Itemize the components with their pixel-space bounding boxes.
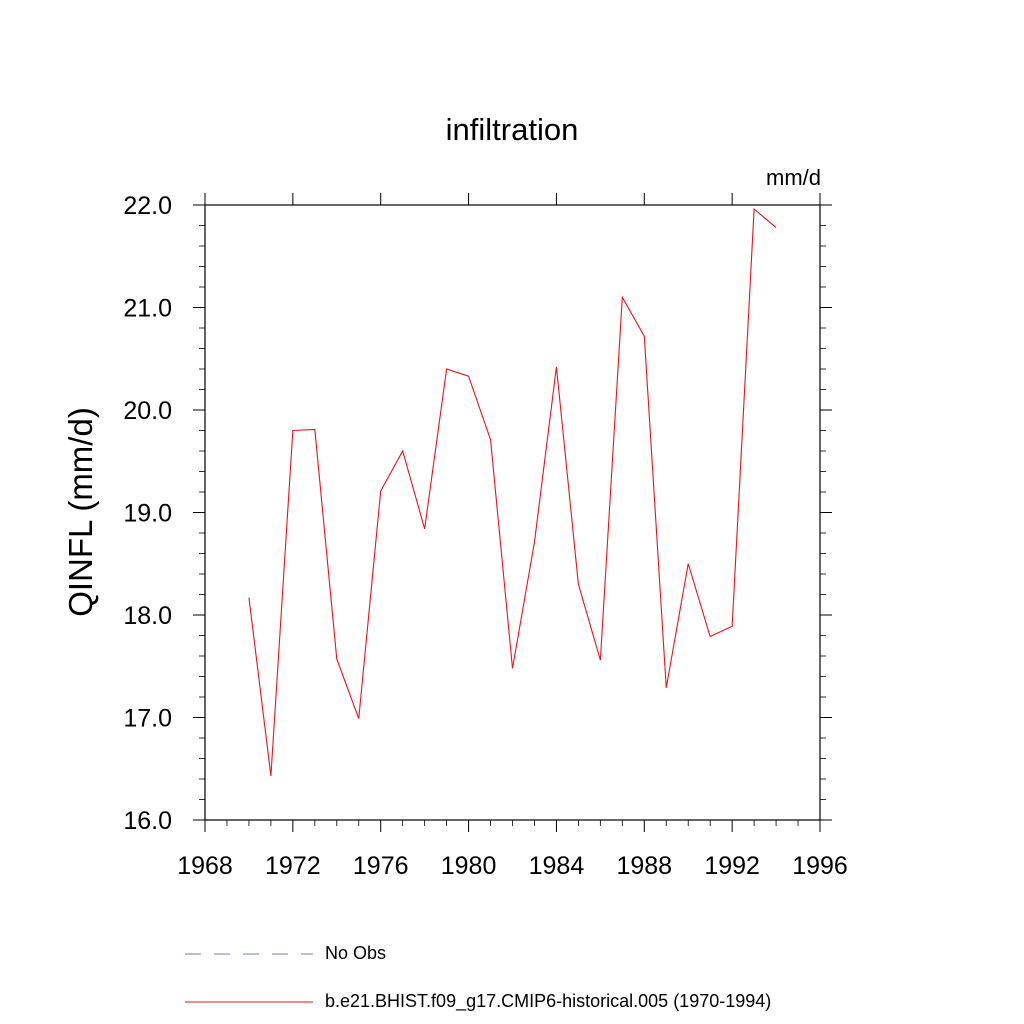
x-tick-label: 1980	[441, 852, 497, 880]
y-tick-labels: 16.0 17.0 18.0 19.0 20.0 21.0 22.0	[123, 192, 172, 835]
x-tick-label: 1992	[704, 852, 760, 880]
y-tick-label: 17.0	[123, 705, 172, 733]
legend-item-no-obs: No Obs	[185, 943, 386, 964]
y-tick-label: 20.0	[123, 397, 172, 425]
legend-swatch-solid	[185, 1001, 313, 1002]
plot-frame	[204, 204, 821, 821]
x-tick-label: 1972	[265, 852, 321, 880]
legend-item-model: b.e21.BHIST.f09_g17.CMIP6-historical.005…	[185, 991, 771, 1012]
x-tick-label: 1984	[529, 852, 585, 880]
y-tick-label: 19.0	[123, 500, 172, 528]
x-tick-label: 1976	[353, 852, 409, 880]
axis-ticks	[193, 193, 832, 832]
series-lines	[248, 207, 777, 776]
series-line-0	[248, 207, 777, 776]
legend-label-no-obs: No Obs	[325, 943, 387, 963]
x-tick-label: 1996	[792, 852, 848, 880]
x-tick-labels: 1968 1972 1976 1980 1984 1988 1992 1996	[177, 852, 848, 880]
y-tick-label: 22.0	[123, 192, 172, 220]
x-tick-label: 1968	[177, 852, 233, 880]
y-axis-label: QINFL (mm/d)	[62, 407, 99, 617]
x-tick-label: 1988	[616, 852, 672, 880]
y-tick-label: 18.0	[123, 602, 172, 630]
y-tick-label: 21.0	[123, 295, 172, 323]
units-label: mm/d	[766, 165, 821, 190]
y-tick-label: 16.0	[123, 807, 172, 835]
chart-title: infiltration	[446, 112, 579, 147]
legend-label-model: b.e21.BHIST.f09_g17.CMIP6-historical.005…	[325, 991, 772, 1011]
legend-swatch-dashed	[185, 953, 313, 954]
